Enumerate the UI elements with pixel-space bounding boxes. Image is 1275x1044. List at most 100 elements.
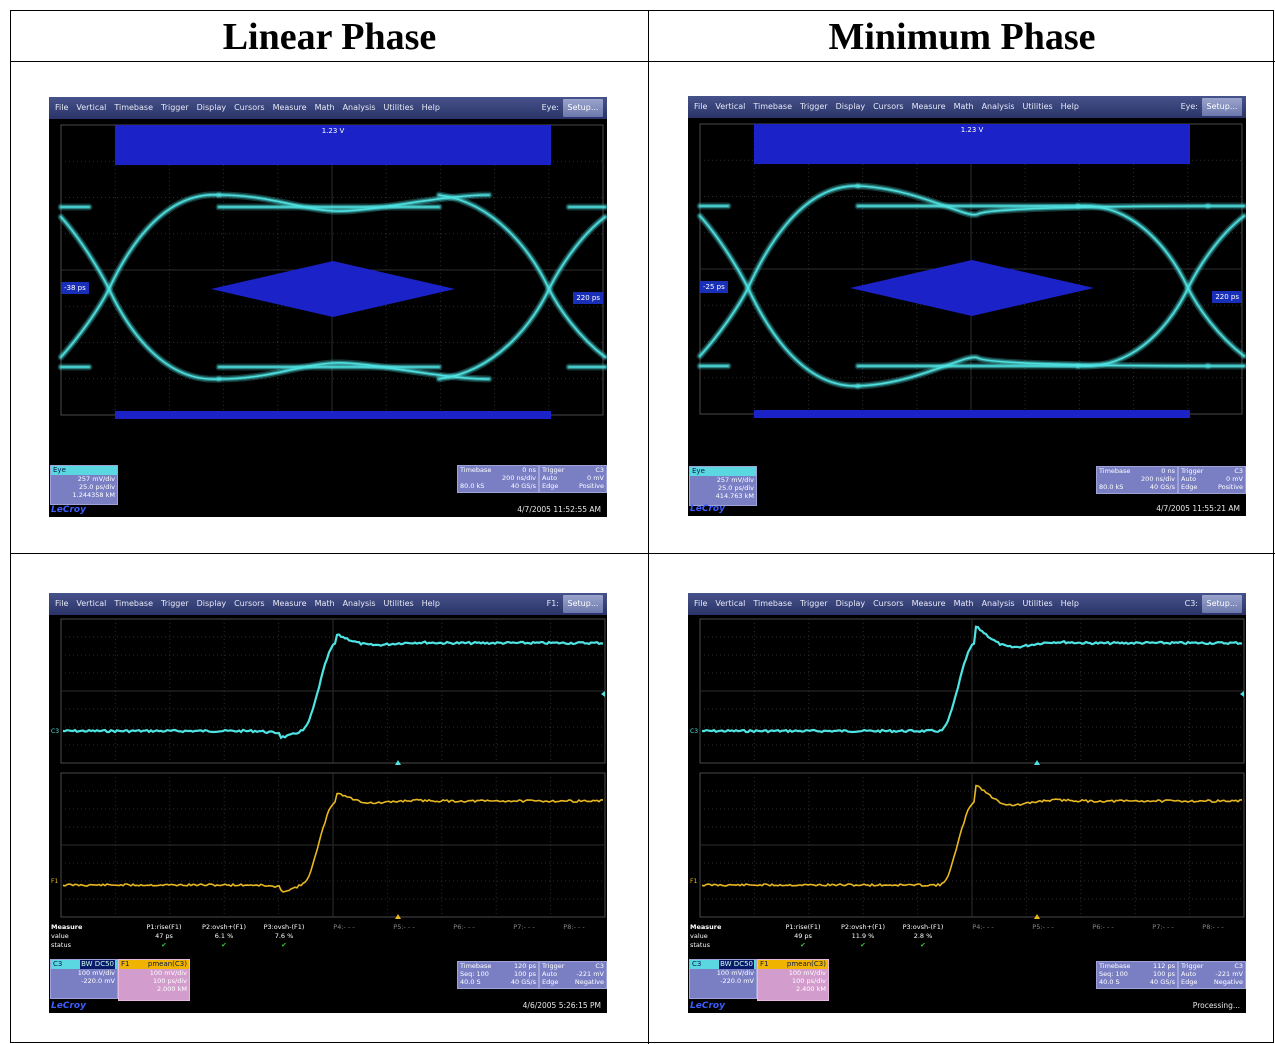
menu-cursors[interactable]: Cursors bbox=[873, 599, 904, 608]
function-f1-box[interactable]: F1 pmean(C3) 100 mV/div 100 ps/div 2.400 … bbox=[757, 959, 829, 1001]
menu-display[interactable]: Display bbox=[835, 102, 866, 111]
menu-timebase[interactable]: Timebase bbox=[114, 103, 153, 112]
measure-param-header[interactable]: P5:- - - bbox=[1032, 923, 1054, 931]
measure-param-header[interactable]: P4:- - - bbox=[972, 923, 994, 931]
timestamp: 4/6/2005 5:26:15 PM bbox=[522, 1001, 601, 1010]
status-check-icon: ✔ bbox=[161, 941, 167, 949]
menu-file[interactable]: File bbox=[55, 599, 69, 608]
trigger-badge: C3 bbox=[1234, 467, 1243, 475]
f1-line: 2.400 kM bbox=[795, 985, 826, 993]
timebase-box[interactable]: Timebase 120 ps Seq: 100 100 ps 40.0 S 40 G… bbox=[457, 961, 539, 989]
menu-help[interactable]: Help bbox=[1060, 102, 1079, 111]
menu-measure[interactable]: Measure bbox=[911, 102, 946, 111]
timebase-offset: 120 ps bbox=[514, 962, 536, 970]
menu-analysis[interactable]: Analysis bbox=[981, 102, 1015, 111]
menu-utilities[interactable]: Utilities bbox=[383, 103, 414, 112]
channel-c3-box[interactable]: C3 BW DC50 100 mV/div -220.0 mV bbox=[50, 959, 118, 999]
measure-param-header[interactable]: P6:- - - bbox=[453, 923, 475, 931]
menu-cursors[interactable]: Cursors bbox=[234, 103, 265, 112]
measure-param-header[interactable]: P1:rise(F1) bbox=[785, 923, 821, 931]
measure-value: 49 ps bbox=[794, 932, 812, 940]
menu-analysis[interactable]: Analysis bbox=[342, 599, 376, 608]
channel-c3-box[interactable]: C3 BW DC50 100 mV/div -220.0 mV bbox=[689, 959, 757, 999]
measure-param-header[interactable]: P7:- - - bbox=[1152, 923, 1174, 931]
timebase-box[interactable]: Timebase 0 ns 200 ns/div 80.0 kS 40 GS/s bbox=[457, 465, 539, 493]
trigger-box[interactable]: Trigger C3 Auto 0 mV Edge Positive bbox=[539, 465, 607, 493]
menu-cursors[interactable]: Cursors bbox=[873, 102, 904, 111]
measure-param-header[interactable]: P5:- - - bbox=[393, 923, 415, 931]
menu-file[interactable]: File bbox=[694, 599, 708, 608]
eye-info-box[interactable]: Eye 257 mV/div 25.0 ps/div 414.763 kM bbox=[689, 466, 757, 506]
menu-math[interactable]: Math bbox=[953, 599, 974, 608]
eye-trace bbox=[856, 184, 1210, 217]
measure-param-header[interactable]: P4:- - - bbox=[333, 923, 355, 931]
setup-button[interactable]: Setup... bbox=[563, 595, 603, 613]
menu-timebase[interactable]: Timebase bbox=[753, 599, 792, 608]
eye-info-line: 25.0 ps/div bbox=[78, 483, 115, 491]
measure-param-header[interactable]: P7:- - - bbox=[513, 923, 535, 931]
eye-diagram-display: 1.23 V-1.23 V bbox=[57, 124, 607, 419]
eye-trace bbox=[857, 356, 1209, 387]
measure-param-header[interactable]: P1:rise(F1) bbox=[146, 923, 182, 931]
menu-math[interactable]: Math bbox=[314, 599, 335, 608]
menu-help[interactable]: Help bbox=[421, 599, 440, 608]
menu-cursors[interactable]: Cursors bbox=[234, 599, 265, 608]
eye-info-line: 414.763 kM bbox=[715, 492, 754, 500]
menu-math[interactable]: Math bbox=[314, 103, 335, 112]
menu-trigger[interactable]: Trigger bbox=[800, 599, 828, 608]
menu-display[interactable]: Display bbox=[196, 599, 227, 608]
menu-vertical[interactable]: Vertical bbox=[715, 102, 746, 111]
function-f1-box[interactable]: F1 pmean(C3) 100 mV/div 100 ps/div 2.000 … bbox=[118, 959, 190, 1001]
selected-channel-label: F1: bbox=[546, 599, 559, 608]
menu-trigger[interactable]: Trigger bbox=[161, 599, 189, 608]
menu-bar: File Vertical Timebase Trigger Display Cursor… bbox=[49, 593, 607, 615]
menu-items: File Vertical Timebase Trigger Display Cursor… bbox=[51, 593, 444, 615]
trigger-box[interactable]: Trigger C3 Auto 0 mV Edge Positive bbox=[1178, 466, 1246, 494]
menu-math[interactable]: Math bbox=[953, 102, 974, 111]
f1-trace bbox=[701, 784, 1242, 888]
c3-trace-label: C3 bbox=[51, 728, 59, 735]
measure-table: Measure value status P1:rise(F1) P2:ovsh+… bbox=[688, 923, 1246, 953]
menu-trigger[interactable]: Trigger bbox=[800, 102, 828, 111]
menu-help[interactable]: Help bbox=[421, 103, 440, 112]
measure-value: 47 ps bbox=[155, 932, 173, 940]
timebase-box[interactable]: Timebase 0 ns 200 ns/div 80.0 kS 40 GS/s bbox=[1096, 466, 1178, 494]
menu-display[interactable]: Display bbox=[835, 599, 866, 608]
menu-utilities[interactable]: Utilities bbox=[383, 599, 414, 608]
menu-measure[interactable]: Measure bbox=[911, 599, 946, 608]
eye-info-box[interactable]: Eye 257 mV/div 25.0 ps/div 1.244358 kM bbox=[50, 465, 118, 505]
measure-param-header[interactable]: P8:- - - bbox=[1202, 923, 1224, 931]
menu-file[interactable]: File bbox=[694, 102, 708, 111]
menu-vertical[interactable]: Vertical bbox=[715, 599, 746, 608]
setup-button[interactable]: Setup... bbox=[563, 99, 603, 117]
menu-file[interactable]: File bbox=[55, 103, 69, 112]
c3-title: C3 bbox=[53, 960, 63, 968]
trigger-box[interactable]: Trigger C3 Auto -221 mV Edge Negative bbox=[1178, 961, 1246, 989]
mask-center-diamond bbox=[850, 260, 1094, 316]
menu-timebase[interactable]: Timebase bbox=[753, 102, 792, 111]
measure-param-header[interactable]: P2:ovsh+(F1) bbox=[841, 923, 885, 931]
menu-trigger[interactable]: Trigger bbox=[161, 103, 189, 112]
menu-vertical[interactable]: Vertical bbox=[76, 103, 107, 112]
menu-help[interactable]: Help bbox=[1060, 599, 1079, 608]
timebase-l2: 40.0 S bbox=[460, 978, 481, 986]
menu-analysis[interactable]: Analysis bbox=[342, 103, 376, 112]
timebase-box[interactable]: Timebase 112 ps Seq: 100 100 ps 40.0 S 40 G… bbox=[1096, 961, 1178, 989]
eye-info-line: 257 mV/div bbox=[77, 475, 115, 483]
setup-button[interactable]: Setup... bbox=[1202, 595, 1242, 613]
measure-param-header[interactable]: P8:- - - bbox=[563, 923, 585, 931]
menu-utilities[interactable]: Utilities bbox=[1022, 599, 1053, 608]
setup-button[interactable]: Setup... bbox=[1202, 98, 1242, 116]
measure-param-header[interactable]: P3:ovsh-(F1) bbox=[263, 923, 305, 931]
menu-analysis[interactable]: Analysis bbox=[981, 599, 1015, 608]
menu-measure[interactable]: Measure bbox=[272, 599, 307, 608]
menu-timebase[interactable]: Timebase bbox=[114, 599, 153, 608]
menu-vertical[interactable]: Vertical bbox=[76, 599, 107, 608]
measure-param-header[interactable]: P3:ovsh-(F1) bbox=[902, 923, 944, 931]
trigger-box[interactable]: Trigger C3 Auto -221 mV Edge Negative bbox=[539, 961, 607, 989]
measure-param-header[interactable]: P6:- - - bbox=[1092, 923, 1114, 931]
menu-measure[interactable]: Measure bbox=[272, 103, 307, 112]
menu-display[interactable]: Display bbox=[196, 103, 227, 112]
menu-utilities[interactable]: Utilities bbox=[1022, 102, 1053, 111]
measure-param-header[interactable]: P2:ovsh+(F1) bbox=[202, 923, 246, 931]
